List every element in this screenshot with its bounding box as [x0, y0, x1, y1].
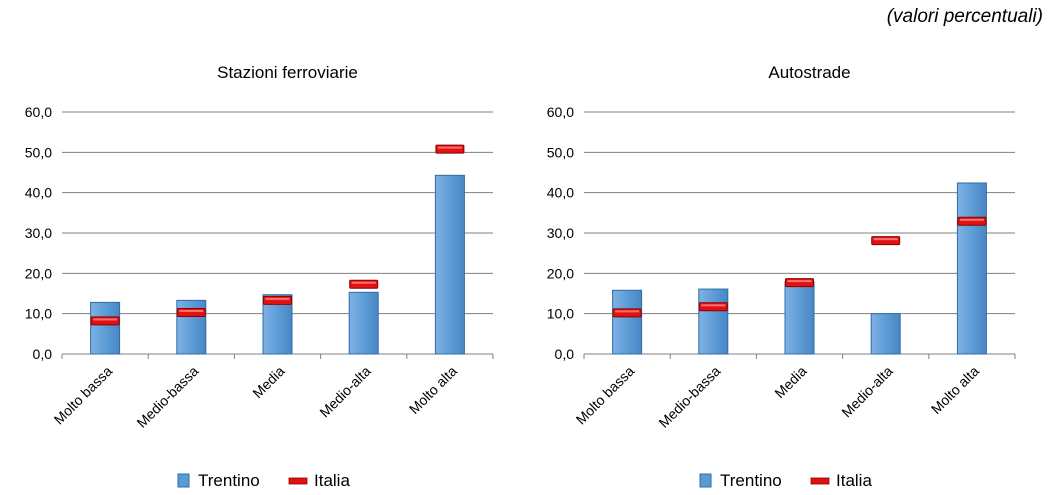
y-tick-label: 20,0	[25, 265, 52, 281]
marker-italia	[263, 295, 292, 305]
legend-swatch-trentino	[699, 473, 712, 488]
chart-autostrade: Autostrade 0,0 10,0 20,0 30,0 40,0 50,0 60,0 Mol…	[547, 63, 1016, 490]
marker-italia	[785, 278, 814, 288]
marker-italia-highlight	[873, 238, 898, 241]
category-label: Medio-alta	[316, 363, 374, 421]
y-tick-label: 20,0	[547, 265, 574, 281]
bar-trentino	[870, 313, 901, 355]
category-label: Molto alta	[928, 363, 982, 417]
category-label: Medio-bassa	[655, 363, 723, 431]
bar-trentino	[612, 289, 643, 355]
marker-italia	[871, 236, 901, 246]
bar-trentino	[784, 281, 815, 355]
marker-italia	[698, 302, 728, 312]
legend-label-italia: Italia	[314, 471, 350, 490]
y-tick-label: 10,0	[547, 306, 574, 322]
marker-italia	[435, 144, 465, 154]
bar-trentino	[698, 288, 729, 355]
marker-italia-highlight	[351, 281, 376, 284]
legend-swatch-italia	[810, 477, 830, 485]
marker-italia-highlight	[265, 297, 290, 300]
y-tick-label: 40,0	[25, 185, 52, 201]
marker-italia-highlight	[701, 304, 726, 307]
y-tick-label: 50,0	[25, 144, 52, 160]
unit-note: (valori percentuali)	[886, 6, 1043, 27]
y-tick-label: 30,0	[547, 225, 574, 241]
legend-label-trentino: Trentino	[720, 471, 782, 490]
bar-trentino	[90, 301, 121, 355]
bar-trentino	[348, 291, 379, 355]
category-label: Molto bassa	[51, 363, 116, 428]
marker-italia	[349, 279, 379, 289]
chart-title: Autostrade	[768, 63, 850, 82]
chart-stazioni-ferroviarie: Stazioni ferroviarie 0,0 10,0 20,0 30,0 40,0 5…	[25, 63, 494, 490]
category-label: Molto alta	[406, 363, 460, 417]
legend-label-italia: Italia	[836, 471, 872, 490]
y-tick-label: 30,0	[25, 225, 52, 241]
marker-italia	[176, 307, 206, 317]
marker-italia	[612, 308, 642, 318]
category-label: Media	[771, 363, 809, 401]
category-label: Molto bassa	[573, 363, 638, 428]
bar-trentino	[434, 174, 465, 355]
marker-italia-highlight	[959, 218, 984, 221]
y-tick-label: 10,0	[25, 306, 52, 322]
marker-italia	[90, 316, 120, 326]
legend-label-trentino: Trentino	[198, 471, 260, 490]
legend-swatch-trentino	[177, 473, 190, 488]
marker-italia	[957, 216, 987, 226]
marker-italia-highlight	[615, 310, 640, 313]
y-tick-label: 50,0	[547, 144, 574, 160]
chart-title: Stazioni ferroviarie	[217, 63, 358, 82]
y-tick-label: 40,0	[547, 185, 574, 201]
y-tick-label: 60,0	[25, 104, 52, 120]
y-tick-label: 60,0	[547, 104, 574, 120]
legend-swatch-italia	[288, 477, 308, 485]
category-label: Medio-alta	[838, 363, 896, 421]
y-tick-label: 0,0	[33, 346, 53, 362]
marker-italia-highlight	[787, 280, 812, 283]
marker-italia-highlight	[437, 146, 462, 149]
bar-trentino	[956, 182, 987, 355]
marker-italia-highlight	[93, 318, 118, 321]
y-tick-label: 0,0	[555, 346, 575, 362]
marker-italia-highlight	[179, 309, 204, 312]
category-label: Medio-bassa	[133, 363, 201, 431]
category-label: Media	[249, 363, 287, 401]
